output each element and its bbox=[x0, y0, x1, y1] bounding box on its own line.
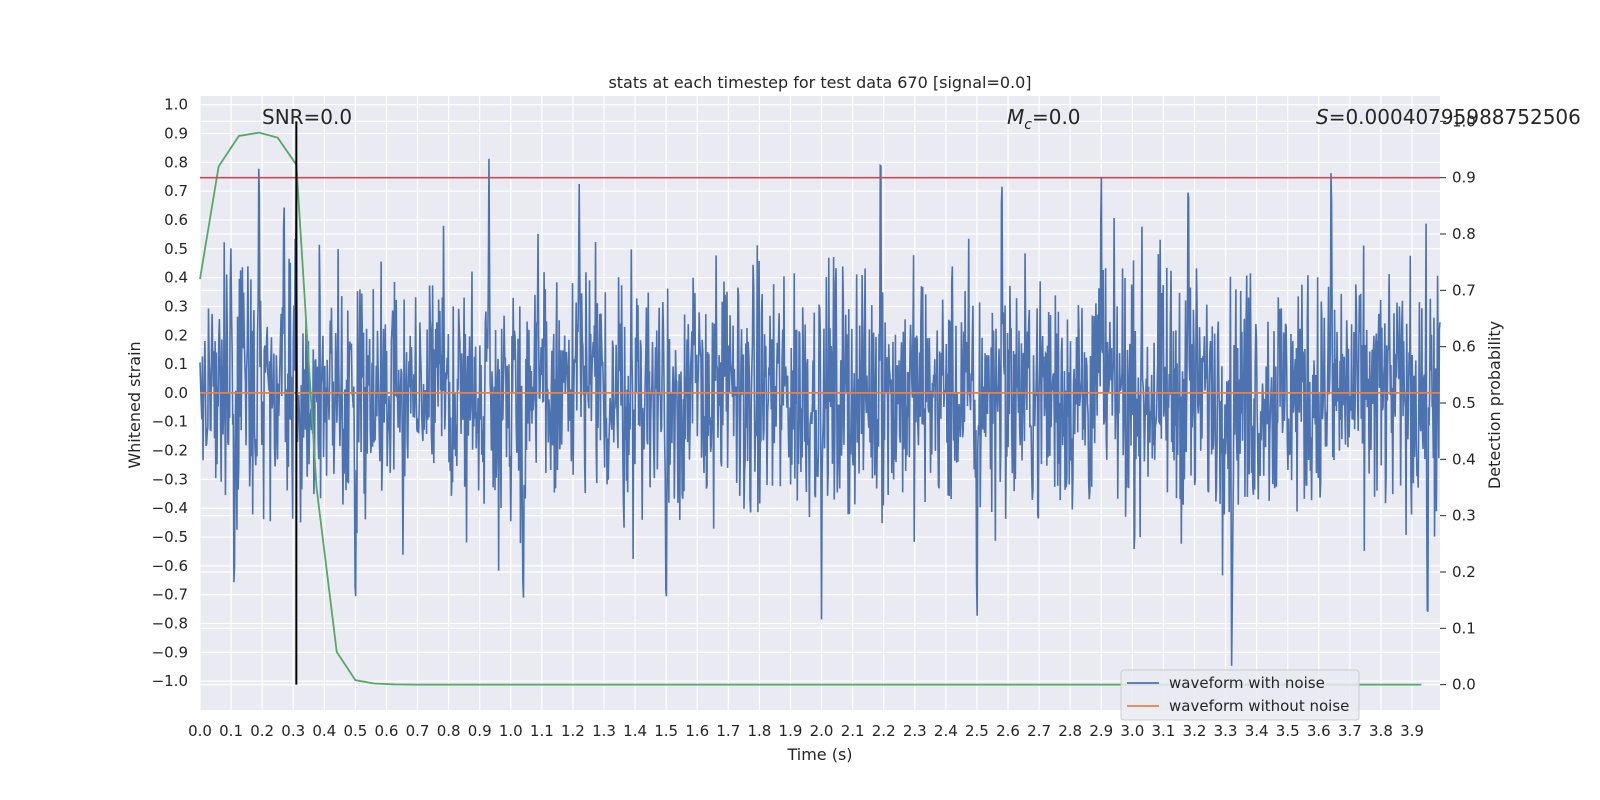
detection-probability-line bbox=[199, 131, 1422, 686]
y-tick-label: −0.3 bbox=[152, 470, 188, 488]
x-tick-label: 2.3 bbox=[903, 722, 927, 740]
y-axis-label: Whitened strain bbox=[125, 341, 144, 468]
y-tick-label: −0.4 bbox=[152, 499, 188, 517]
y2-tick-labels: 1.0 0.9 0.8 0.7 0.6 0.5 0.4 0.3 0.2 0.1 0.0 bbox=[1440, 112, 1476, 694]
y-tick-label: 0.6 bbox=[164, 211, 188, 229]
y-tick-label: 0.9 bbox=[164, 124, 188, 142]
overlays bbox=[200, 121, 1440, 685]
y-tick-label: 0.8 bbox=[164, 153, 188, 171]
x-tick-label: 3.1 bbox=[1151, 722, 1175, 740]
x-tick-label: 3.2 bbox=[1183, 722, 1207, 740]
legend-label-noise: waveform with noise bbox=[1169, 674, 1325, 692]
x-tick-label: 0.6 bbox=[375, 722, 399, 740]
x-tick-label: 0.9 bbox=[468, 722, 492, 740]
y2-tick-label: 0.4 bbox=[1452, 450, 1476, 468]
s-annotation: S=0.00040795988752506 bbox=[1316, 105, 1581, 129]
x-tick-label: 0.1 bbox=[219, 722, 243, 740]
x-tick-label: 3.5 bbox=[1276, 722, 1300, 740]
x-tick-label: 0.7 bbox=[406, 722, 430, 740]
x-tick-label: 3.4 bbox=[1245, 722, 1269, 740]
chart-title: stats at each timestep for test data 670… bbox=[608, 73, 1031, 92]
x-tick-label: 0.4 bbox=[312, 722, 336, 740]
x-tick-label: 3.6 bbox=[1307, 722, 1331, 740]
snr-annotation: SNR=0.0 bbox=[262, 105, 352, 129]
x-tick-label: 3.3 bbox=[1214, 722, 1238, 740]
x-tick-label: 3.9 bbox=[1400, 722, 1424, 740]
y-tick-label: 0.5 bbox=[164, 240, 188, 258]
x-tick-label: 1.8 bbox=[747, 722, 771, 740]
x-tick-labels: 0.0 0.1 0.2 0.3 0.4 0.5 0.6 0.7 0.8 0.9 1.0 1.1 1.2 1… bbox=[188, 722, 1424, 740]
x-tick-label: 2.7 bbox=[1027, 722, 1051, 740]
y2-tick-label: 0.3 bbox=[1452, 507, 1476, 525]
x-axis-label: Time (s) bbox=[786, 745, 852, 764]
y-tick-label: −1.0 bbox=[152, 672, 188, 690]
legend: waveform with noise waveform without noi… bbox=[1120, 669, 1360, 721]
x-tick-label: 1.7 bbox=[716, 722, 740, 740]
x-tick-label: 1.9 bbox=[779, 722, 803, 740]
x-tick-label: 3.7 bbox=[1338, 722, 1362, 740]
y-tick-label: −0.6 bbox=[152, 557, 188, 575]
y-tick-label: 0.2 bbox=[164, 326, 188, 344]
y2-tick-label: 0.7 bbox=[1452, 281, 1476, 299]
x-tick-label: 1.1 bbox=[530, 722, 554, 740]
x-tick-label: 0.2 bbox=[250, 722, 274, 740]
x-tick-label: 3.8 bbox=[1369, 722, 1393, 740]
y-tick-label: −0.9 bbox=[152, 643, 188, 661]
x-tick-label: 0.8 bbox=[437, 722, 461, 740]
x-tick-label: 0.0 bbox=[188, 722, 212, 740]
y2-tick-label: 0.6 bbox=[1452, 338, 1476, 356]
x-tick-label: 0.5 bbox=[343, 722, 367, 740]
y2-tick-label: 0.5 bbox=[1452, 394, 1476, 412]
x-tick-label: 2.6 bbox=[996, 722, 1020, 740]
x-tick-label: 1.5 bbox=[654, 722, 678, 740]
x-tick-label: 2.2 bbox=[872, 722, 896, 740]
y-tick-label: −0.7 bbox=[152, 586, 188, 604]
x-tick-label: 1.2 bbox=[561, 722, 585, 740]
mc-annotation: Mc=0.0 bbox=[1007, 105, 1081, 133]
y2-tick-label: 0.2 bbox=[1452, 563, 1476, 581]
x-tick-label: 0.3 bbox=[281, 722, 305, 740]
x-tick-label: 2.9 bbox=[1089, 722, 1113, 740]
x-tick-label: 1.3 bbox=[592, 722, 616, 740]
x-tick-label: 2.8 bbox=[1058, 722, 1082, 740]
legend-label-clean: waveform without noise bbox=[1169, 697, 1349, 715]
y-tick-label: 0.3 bbox=[164, 297, 188, 315]
x-tick-label: 2.0 bbox=[810, 722, 834, 740]
x-tick-label: 3.0 bbox=[1120, 722, 1144, 740]
y2-tick-label: 0.9 bbox=[1452, 169, 1476, 187]
y2-axis-label: Detection probability bbox=[1485, 321, 1504, 489]
x-tick-label: 1.0 bbox=[499, 722, 523, 740]
waveform-with-noise-line bbox=[199, 158, 1441, 666]
y-tick-labels: 1.0 0.9 0.8 0.7 0.6 0.5 0.4 0.3 0.2 0.1 0.0 −0.1 −0.… bbox=[152, 96, 188, 691]
y-tick-label: −0.5 bbox=[152, 528, 188, 546]
y-tick-label: −0.8 bbox=[152, 615, 188, 633]
y-tick-label: 1.0 bbox=[164, 96, 188, 114]
x-tick-label: 2.1 bbox=[841, 722, 865, 740]
legend-box bbox=[1120, 669, 1360, 721]
y-tick-label: 0.1 bbox=[164, 355, 188, 373]
x-tick-label: 1.4 bbox=[623, 722, 647, 740]
y2-tick-label: 0.0 bbox=[1452, 676, 1476, 694]
series-waveform-with-noise bbox=[199, 158, 1441, 666]
x-tick-label: 2.4 bbox=[934, 722, 958, 740]
y2-tick-label: 1.0 bbox=[1452, 112, 1476, 130]
x-tick-label: 2.5 bbox=[965, 722, 989, 740]
y-tick-label: 0.0 bbox=[164, 384, 188, 402]
x-tick-label: 1.6 bbox=[685, 722, 709, 740]
y2-tick-label: 0.8 bbox=[1452, 225, 1476, 243]
series-detection-probability bbox=[199, 131, 1422, 686]
y-tick-label: 0.4 bbox=[164, 269, 188, 287]
y-tick-label: −0.2 bbox=[152, 442, 188, 460]
y-tick-label: −0.1 bbox=[152, 413, 188, 431]
y2-tick-label: 0.1 bbox=[1452, 619, 1476, 637]
y-tick-label: 0.7 bbox=[164, 182, 188, 200]
